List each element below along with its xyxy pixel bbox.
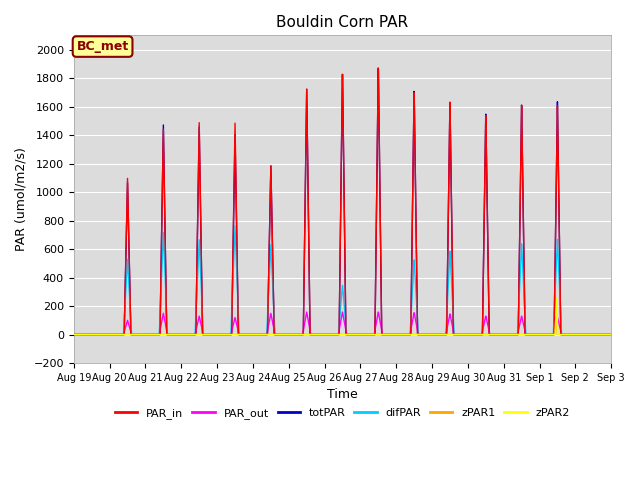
difPAR	[70, 332, 77, 337]
totPAR	[374, 65, 382, 71]
PAR_in	[70, 332, 77, 337]
difPAR	[231, 223, 239, 228]
PAR_out	[463, 332, 470, 337]
PAR_out	[70, 332, 77, 337]
X-axis label: Time: Time	[327, 388, 358, 401]
totPAR	[493, 332, 501, 337]
zPAR2	[323, 332, 330, 337]
Legend: PAR_in, PAR_out, totPAR, difPAR, zPAR1, zPAR2: PAR_in, PAR_out, totPAR, difPAR, zPAR1, …	[111, 403, 574, 423]
difPAR	[607, 332, 614, 337]
zPAR1	[323, 332, 330, 337]
totPAR	[323, 332, 330, 337]
zPAR2	[607, 332, 614, 337]
zPAR1	[463, 332, 470, 337]
difPAR	[607, 332, 615, 337]
PAR_in	[607, 332, 614, 337]
zPAR2	[553, 296, 561, 301]
PAR_in	[607, 332, 615, 337]
zPAR1	[166, 332, 174, 337]
PAR_out	[323, 332, 330, 337]
totPAR	[166, 332, 174, 337]
Line: zPAR2: zPAR2	[74, 299, 611, 335]
totPAR	[607, 332, 614, 337]
PAR_in	[323, 332, 330, 337]
zPAR1	[607, 332, 614, 337]
PAR_in	[463, 332, 470, 337]
PAR_in	[374, 65, 382, 71]
Y-axis label: PAR (umol/m2/s): PAR (umol/m2/s)	[15, 147, 28, 251]
zPAR1	[552, 313, 560, 319]
Title: Bouldin Corn PAR: Bouldin Corn PAR	[276, 15, 408, 30]
Line: totPAR: totPAR	[74, 68, 611, 335]
totPAR	[463, 332, 470, 337]
PAR_out	[607, 332, 614, 337]
PAR_out	[493, 332, 501, 337]
difPAR	[463, 332, 470, 337]
Line: zPAR1: zPAR1	[74, 316, 611, 335]
zPAR1	[433, 332, 441, 337]
zPAR2	[166, 332, 174, 337]
PAR_out	[166, 332, 174, 337]
zPAR1	[493, 332, 501, 337]
PAR_out	[433, 332, 441, 337]
Line: PAR_in: PAR_in	[74, 68, 611, 335]
difPAR	[323, 332, 330, 337]
PAR_out	[374, 309, 382, 315]
totPAR	[607, 332, 615, 337]
Line: difPAR: difPAR	[74, 226, 611, 335]
zPAR2	[607, 332, 615, 337]
Text: BC_met: BC_met	[76, 40, 129, 53]
Line: PAR_out: PAR_out	[74, 312, 611, 335]
zPAR1	[70, 332, 77, 337]
PAR_in	[166, 332, 174, 337]
zPAR2	[70, 332, 77, 337]
difPAR	[166, 332, 174, 337]
zPAR2	[463, 332, 470, 337]
PAR_in	[493, 332, 501, 337]
PAR_out	[607, 332, 615, 337]
totPAR	[433, 332, 441, 337]
PAR_in	[433, 332, 441, 337]
zPAR1	[607, 332, 615, 337]
zPAR2	[433, 332, 441, 337]
difPAR	[433, 332, 441, 337]
totPAR	[70, 332, 77, 337]
difPAR	[493, 332, 501, 337]
zPAR2	[493, 332, 501, 337]
